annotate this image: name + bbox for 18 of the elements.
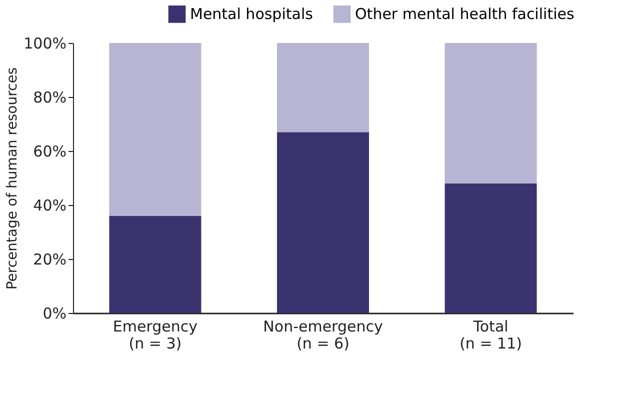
y-tick-label: 80% bbox=[33, 88, 66, 106]
x-tick-label: Emergency (n = 3) bbox=[112, 318, 198, 352]
bar bbox=[109, 216, 202, 313]
y-tick-label: 100% bbox=[24, 34, 66, 52]
bar bbox=[444, 183, 537, 313]
x-tick-label: Non-emergency (n = 6) bbox=[263, 318, 383, 352]
y-tick-label: 0% bbox=[42, 304, 66, 322]
bar bbox=[109, 43, 202, 216]
y-tick-label: 60% bbox=[33, 142, 66, 160]
y-axis-title: Percentage of human resources bbox=[4, 67, 21, 290]
bar bbox=[444, 43, 537, 184]
bar bbox=[277, 132, 369, 313]
bar bbox=[277, 43, 369, 132]
x-tick-label: Total (n = 11) bbox=[460, 318, 522, 352]
y-tick-label: 40% bbox=[33, 196, 66, 214]
legend-label: Mental hospitals bbox=[190, 5, 314, 24]
legend-label: Other mental health facilities bbox=[355, 5, 574, 24]
y-tick-label: 20% bbox=[33, 250, 66, 268]
